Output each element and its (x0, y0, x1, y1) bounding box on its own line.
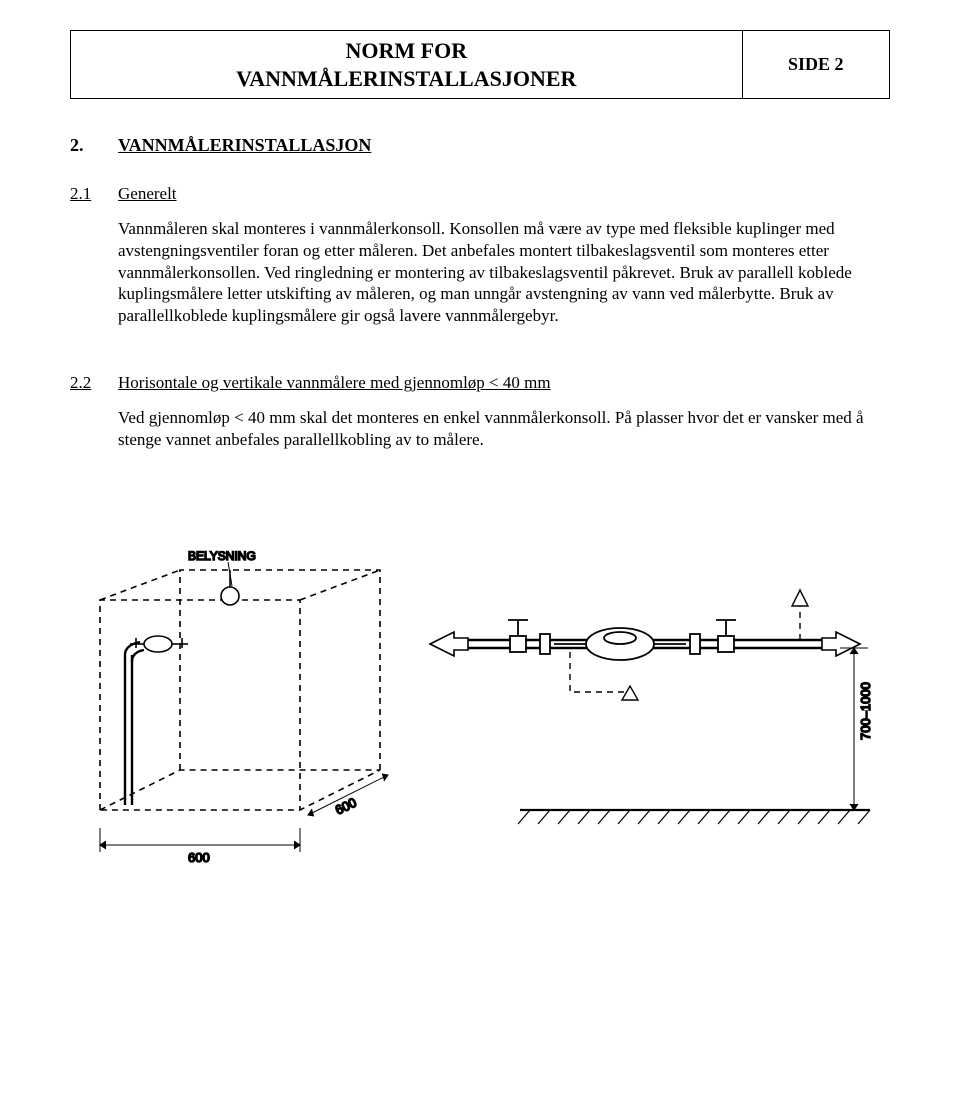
header-title-line2: VANNMÅLERINSTALLASJONER (236, 66, 576, 91)
drain-arrow-icon (622, 686, 638, 700)
floor-hatching (518, 810, 870, 824)
section-number: 2. (70, 135, 118, 156)
installation-diagram: BELYSNING (70, 510, 890, 890)
room-outline (100, 570, 380, 810)
subsection-2-1-paragraph: Vannmåleren skal monteres i vannmålerkon… (118, 218, 890, 327)
section-title: VANNMÅLERINSTALLASJON (118, 135, 371, 156)
vertical-meter-icon (130, 636, 188, 652)
subsection-2-2-number: 2.2 (70, 373, 118, 393)
subsection-2-2-paragraph: Ved gjennomløp < 40 mm skal det monteres… (118, 407, 890, 451)
subsection-2-1-title: Generelt (118, 184, 177, 204)
meter-body-icon (554, 628, 686, 660)
valve-left-icon (508, 620, 528, 652)
subsection-2-2-title: Horisontale og vertikale vannmålere med … (118, 373, 551, 393)
dim-height-text: 700–1000 (858, 682, 873, 740)
header-page-label: SIDE 2 (788, 54, 844, 74)
outlet-arrow-icon (792, 590, 808, 606)
valve-right-icon (716, 620, 736, 652)
dim-600-front (100, 828, 300, 852)
vertical-pipe (125, 642, 144, 805)
diagram-svg: BELYSNING (70, 510, 890, 890)
header-title-cell: NORM FOR VANNMÅLERINSTALLASJONER (71, 31, 743, 99)
subsection-2-1-number: 2.1 (70, 184, 118, 204)
dim-600-depth-text: 600 (333, 795, 359, 818)
label-belysning: BELYSNING (188, 549, 256, 563)
header-title-line1: NORM FOR (345, 38, 467, 63)
section-heading: 2. VANNMÅLERINSTALLASJON (70, 135, 890, 156)
header-table: NORM FOR VANNMÅLERINSTALLASJONER SIDE 2 (70, 30, 890, 99)
subsection-2-1-heading: 2.1 Generelt (70, 184, 890, 204)
flow-arrow-left-icon (430, 632, 468, 656)
header-page-cell: SIDE 2 (742, 31, 889, 99)
dim-600-front-text: 600 (188, 850, 210, 865)
subsection-2-2-heading: 2.2 Horisontale og vertikale vannmålere … (70, 373, 890, 393)
